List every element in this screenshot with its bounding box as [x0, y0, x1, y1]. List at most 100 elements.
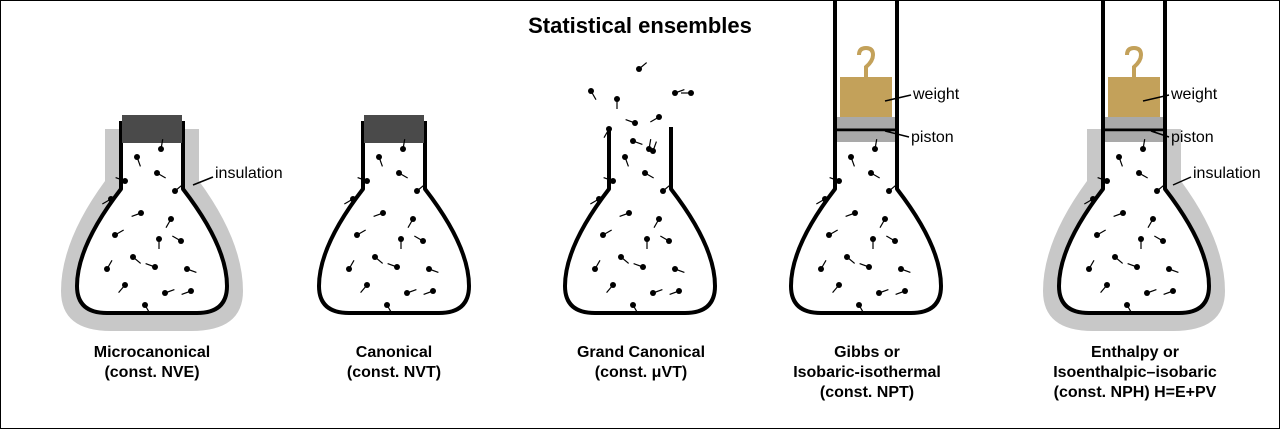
particle	[154, 170, 160, 176]
particle	[410, 216, 416, 222]
particle	[400, 146, 406, 152]
particle	[134, 154, 140, 160]
caption-line: Gibbs or	[834, 344, 900, 361]
caption-line: (const. NPH) H=E+PV	[1053, 384, 1217, 401]
particle-cloud	[816, 139, 911, 314]
particle	[398, 236, 404, 242]
weight-label: weight	[913, 86, 960, 103]
particle	[676, 288, 682, 294]
particle	[384, 302, 390, 308]
particle	[610, 282, 616, 288]
particle	[618, 254, 624, 260]
caption-enthalpy: Enthalpy or Isoenthalpic–isobaric (const…	[1020, 343, 1250, 403]
particle	[426, 266, 432, 272]
particle	[350, 196, 356, 202]
particle	[364, 178, 370, 184]
particle	[1140, 146, 1146, 152]
caption-line: (const. NVE)	[104, 364, 200, 381]
particle	[656, 216, 662, 222]
piston-label-2: piston	[1171, 129, 1214, 146]
caption-line: Enthalpy or	[1090, 344, 1179, 361]
particle	[184, 266, 190, 272]
insulation-label: insulation	[215, 165, 283, 182]
particle-cloud	[102, 139, 197, 314]
particle	[866, 264, 872, 270]
particle	[1104, 178, 1110, 184]
particle	[1090, 196, 1096, 202]
weight-hook	[857, 45, 876, 77]
piston-label: piston	[911, 129, 954, 146]
particle	[130, 254, 136, 260]
particle	[1086, 266, 1092, 272]
flask-gibbs	[789, 1, 943, 315]
insulation-layer	[1043, 129, 1225, 331]
piston-leader-2	[1150, 130, 1170, 138]
piston-plate-lower	[1105, 132, 1163, 142]
particle	[666, 238, 672, 244]
particle	[158, 146, 164, 152]
particle	[380, 210, 386, 216]
caption-gibbs: Gibbs or Isobaric-isothermal (const. NPT…	[752, 343, 982, 403]
particle	[656, 114, 662, 120]
particle	[630, 138, 636, 144]
particle	[122, 178, 128, 184]
particle	[826, 232, 832, 238]
particle	[660, 188, 666, 194]
particle	[596, 196, 602, 202]
particle	[1134, 264, 1140, 270]
particle	[626, 210, 632, 216]
caption-grand-canonical: Grand Canonical (const. μVT)	[526, 343, 756, 383]
particle	[1138, 236, 1144, 242]
particle	[172, 188, 178, 194]
particle	[672, 266, 678, 272]
insulation-leader-2	[1172, 176, 1192, 186]
particle	[836, 178, 842, 184]
particle	[876, 290, 882, 296]
particle	[852, 210, 858, 216]
particle	[844, 254, 850, 260]
particle	[588, 88, 594, 94]
particle	[632, 120, 638, 126]
stopper	[122, 115, 182, 143]
particle	[650, 148, 656, 154]
particle	[822, 196, 828, 202]
particle	[642, 170, 648, 176]
piston-leader-1	[884, 130, 910, 138]
particle	[394, 264, 400, 270]
particle	[836, 282, 842, 288]
particle	[354, 232, 360, 238]
particle	[168, 216, 174, 222]
flask-outline	[75, 121, 229, 315]
particle	[1170, 288, 1176, 294]
stopper	[364, 115, 424, 143]
particle	[414, 188, 420, 194]
flask-outline	[1057, 1, 1211, 315]
particle	[640, 264, 646, 270]
piston-plate	[837, 117, 895, 129]
caption-canonical: Canonical (const. NVT)	[279, 343, 509, 383]
particle	[614, 96, 620, 102]
particle	[688, 90, 694, 96]
piston-plate-lower	[837, 132, 895, 142]
particle	[188, 288, 194, 294]
flask-outline	[789, 1, 943, 315]
particle	[870, 236, 876, 242]
particle	[606, 126, 612, 132]
caption-line: (const. μVT)	[594, 364, 688, 381]
particle	[372, 254, 378, 260]
caption-line: (const. NVT)	[346, 364, 442, 381]
particle	[882, 216, 888, 222]
weight-label-2: weight	[1171, 86, 1218, 103]
particle	[892, 238, 898, 244]
particle-cloud	[1084, 139, 1179, 314]
flask-outline	[317, 121, 471, 315]
diagram-title: Statistical ensembles	[528, 13, 752, 38]
caption-line: (const. NPT)	[819, 384, 915, 401]
particle	[1124, 302, 1130, 308]
particle	[902, 288, 908, 294]
particle	[396, 170, 402, 176]
insulation-label-2: insulation	[1193, 165, 1261, 182]
particle	[420, 238, 426, 244]
particle	[848, 154, 854, 160]
particle	[404, 290, 410, 296]
